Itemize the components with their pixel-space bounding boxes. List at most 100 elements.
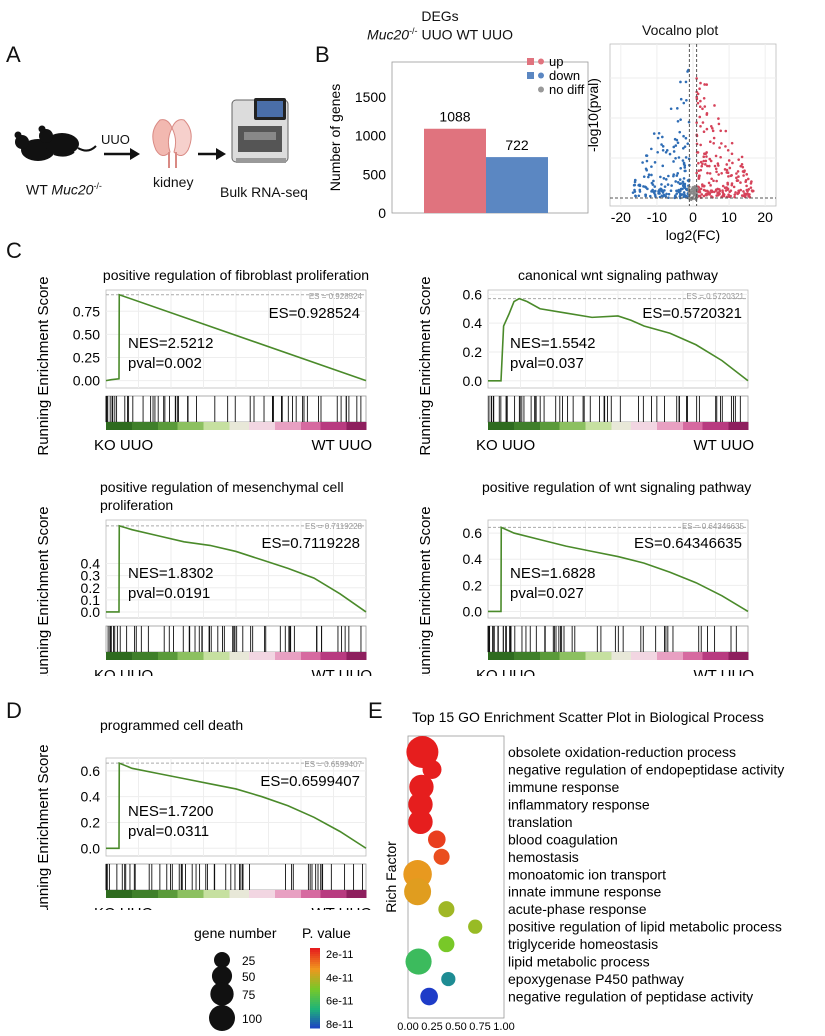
- rank-gradient-cell: [741, 422, 749, 430]
- go-term-label: epoxygenase P450 pathway: [508, 971, 684, 987]
- rank-gradient-cell: [307, 890, 315, 898]
- volcano-point: [730, 152, 734, 156]
- rank-gradient-cell: [605, 422, 612, 430]
- volcano-point: [708, 140, 712, 143]
- volcano-point: [693, 185, 696, 189]
- x-tick-label: -10: [647, 209, 667, 225]
- volcano-point: [679, 80, 682, 84]
- volcano-point: [705, 127, 709, 131]
- rank-gradient-cell: [249, 652, 256, 660]
- rank-gradient-cell: [501, 422, 508, 430]
- volcano-point: [659, 187, 663, 191]
- hit-rug-frame: [105, 395, 367, 423]
- volcano-point: [702, 159, 706, 163]
- rank-gradient-cell: [197, 422, 204, 430]
- volcano-point: [710, 190, 714, 194]
- rank-gradient-cell: [676, 422, 684, 430]
- y-tick-label: 0.2: [81, 814, 101, 830]
- volcano-point: [745, 184, 748, 188]
- volcano-point: [695, 77, 698, 80]
- bar-value-label: 722: [505, 137, 529, 153]
- gsea-plot-4: positive regulation of wnt signaling pat…: [418, 479, 754, 676]
- rank-gradient-cell: [164, 890, 172, 898]
- volcano-point: [685, 98, 688, 102]
- volcano-point: [699, 124, 702, 128]
- rank-gradient-cell: [333, 890, 341, 898]
- volcano-point: [717, 122, 721, 126]
- volcano-point: [672, 150, 676, 153]
- volcano-point: [644, 193, 647, 197]
- volcano-point: [706, 164, 709, 168]
- rank-gradient-cell: [216, 890, 224, 898]
- go-point: [438, 936, 455, 953]
- legend-label: down: [549, 68, 580, 83]
- x-axis-label: log2(FC): [666, 227, 720, 243]
- rank-gradient-cell: [171, 890, 178, 898]
- volcano-point: [675, 189, 678, 193]
- volcano-point: [681, 159, 685, 162]
- rank-gradient-cell: [262, 652, 269, 660]
- rank-gradient-cell: [624, 422, 632, 430]
- volcano-point: [719, 155, 722, 159]
- kidney-label: kidney: [153, 174, 194, 190]
- go-point: [433, 848, 450, 865]
- volcano-point: [681, 146, 685, 150]
- rank-gradient-cell: [242, 422, 250, 430]
- rank-gradient-cell: [592, 652, 599, 660]
- volcano-point: [737, 189, 740, 193]
- rank-gradient-cell: [151, 422, 159, 430]
- hit-rug-frame: [105, 625, 367, 653]
- color-legend-cell: [310, 1000, 320, 1003]
- volcano-point: [716, 162, 720, 165]
- es-label: ES=0.7119228: [261, 535, 360, 552]
- rank-gradient-cell: [709, 422, 716, 430]
- color-legend-label: 8e-11: [326, 1019, 353, 1031]
- volcano-point: [672, 174, 675, 178]
- volcano-point: [734, 191, 737, 194]
- rank-gradient-cell: [559, 422, 567, 430]
- x-tick-label: 0.75: [469, 1021, 490, 1033]
- rank-gradient-cell: [605, 652, 612, 660]
- hit-rug-frame: [487, 395, 749, 423]
- volcano-point: [676, 141, 680, 145]
- rank-gradient-cell: [288, 890, 295, 898]
- rank-gradient-cell: [670, 652, 677, 660]
- rank-gradient-cell: [579, 652, 586, 660]
- volcano-point: [670, 184, 673, 187]
- volcano-point: [749, 186, 753, 189]
- rank-gradient-cell: [546, 652, 554, 660]
- rank-gradient-cell: [223, 890, 230, 898]
- volcano-point: [681, 187, 684, 191]
- go-point: [427, 830, 446, 849]
- es-label: ES=0.6599407: [260, 773, 360, 790]
- nes-label: NES=2.5212: [128, 335, 213, 352]
- volcano-point: [696, 92, 700, 96]
- panel-label-a: A: [6, 42, 21, 67]
- volcano-point: [667, 174, 670, 178]
- volcano-point: [704, 152, 707, 156]
- color-legend-cell: [310, 976, 320, 979]
- volcano-point: [674, 144, 678, 147]
- rank-gradient-cell: [579, 422, 586, 430]
- volcano-point: [638, 188, 642, 192]
- nes-label: NES=1.5542: [510, 335, 595, 352]
- bar-value-label: 1088: [439, 109, 470, 125]
- volcano-point: [647, 175, 650, 179]
- rank-gradient-cell: [294, 422, 302, 430]
- y-tick-label: 0.4: [81, 789, 101, 805]
- volcano-point: [698, 87, 701, 91]
- volcano-point: [681, 184, 685, 188]
- volcano-point: [725, 163, 729, 166]
- size-legend-label: 100: [242, 1012, 262, 1026]
- rank-gradient-cell: [106, 422, 113, 430]
- rank-gradient-cell: [216, 652, 224, 660]
- volcano-point: [690, 192, 694, 195]
- volcano-point: [676, 107, 679, 110]
- legend-label: up: [549, 54, 563, 69]
- volcano-point: [735, 172, 738, 175]
- rank-gradient-cell: [644, 652, 651, 660]
- volcano-point: [699, 187, 703, 191]
- group-right-label: WT UUO: [311, 905, 372, 910]
- es-small-label: ES = 0.5720321: [686, 292, 744, 301]
- rank-gradient-cell: [125, 652, 133, 660]
